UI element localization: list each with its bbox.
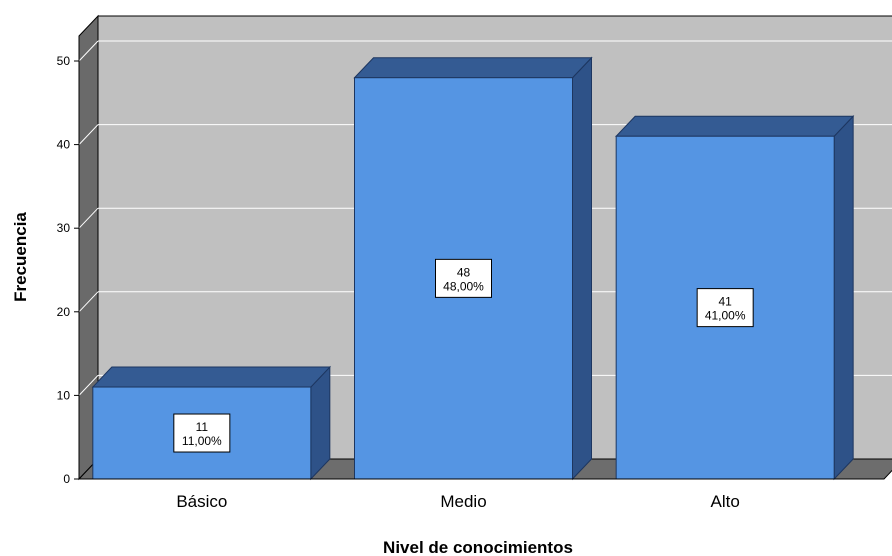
- y-tick-label: 50: [57, 54, 71, 68]
- bar-side: [833, 114, 854, 481]
- bar-top: [91, 366, 331, 388]
- y-tick-label: 0: [63, 472, 70, 486]
- x-tick-label: Básico: [176, 492, 227, 511]
- x-tick-label: Alto: [711, 492, 740, 511]
- bar-top: [615, 115, 855, 137]
- y-tick-label: 10: [57, 388, 71, 402]
- data-label-box: [696, 288, 754, 328]
- y-tick-label: 30: [57, 221, 71, 235]
- x-axis: Básico Medio Alto: [79, 478, 884, 511]
- gridline-side: [78, 124, 99, 145]
- gridline-side: [78, 291, 99, 313]
- bar-side: [572, 56, 592, 481]
- y-tick-label: 40: [57, 138, 71, 152]
- y-axis: 0 10 20 30 40 50: [57, 36, 80, 486]
- x-tick-label: Medio: [440, 492, 486, 511]
- x-axis-title: Nivel de conocimientos: [383, 538, 573, 556]
- gridline-side: [78, 207, 99, 229]
- data-label-percent: 48,00%: [443, 279, 484, 293]
- bar-top: [353, 57, 593, 79]
- gridline-side: [78, 375, 99, 396]
- data-label-value: 11: [196, 420, 209, 434]
- data-label-value: 41: [718, 295, 732, 309]
- data-label-percent: 11,00%: [182, 434, 222, 448]
- data-label-box: [173, 413, 231, 453]
- y-tick-label: 20: [57, 305, 71, 319]
- gridline-side: [78, 40, 99, 62]
- data-label-percent: 41,00%: [705, 309, 746, 323]
- data-label-box: [435, 258, 492, 298]
- data-label-value: 48: [457, 265, 471, 279]
- y-axis-title: Frecuencia: [11, 212, 30, 302]
